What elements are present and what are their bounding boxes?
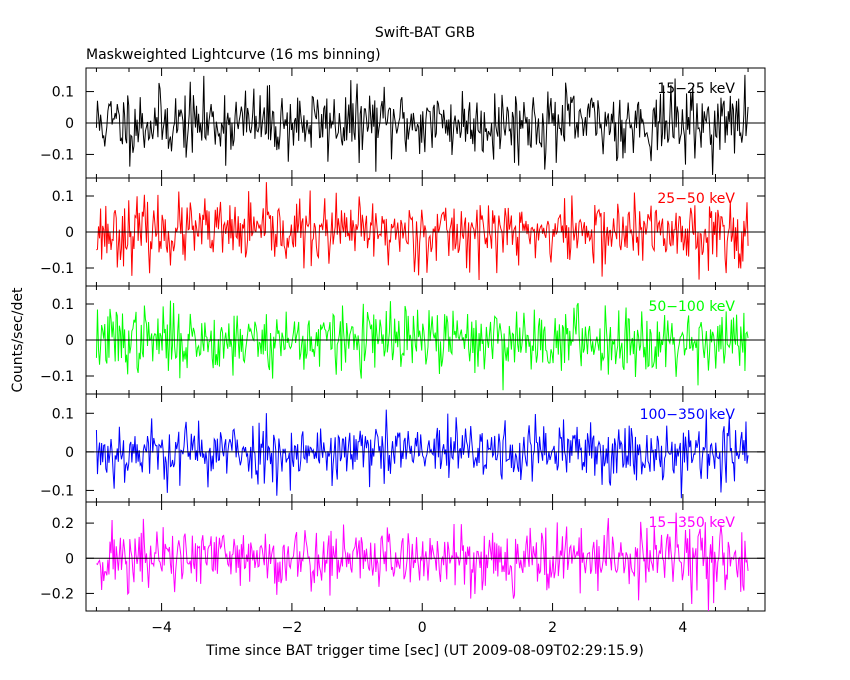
y-tick-label: 0.1 <box>52 85 74 101</box>
x-tick-label: 2 <box>548 620 557 636</box>
y-tick-label: 0 <box>65 551 74 567</box>
panel-frame <box>85 501 766 612</box>
y-tick-label: −0.1 <box>40 147 74 163</box>
series-line-25-50-kev <box>96 182 749 281</box>
y-tick-label: 0.1 <box>52 189 74 205</box>
y-tick-label: 0 <box>65 333 74 349</box>
band-label: 15−350 keV <box>648 515 735 531</box>
y-axis-label: Counts/sec/det <box>10 287 26 392</box>
band-label: 50−100 keV <box>648 299 735 315</box>
series-line-15-350-kev <box>96 512 749 612</box>
band-label: 100−350 keV <box>640 407 736 423</box>
x-tick-label: 4 <box>678 620 687 636</box>
y-tick-label: −0.1 <box>40 483 74 499</box>
y-tick-label: −0.1 <box>40 261 74 277</box>
band-label: 25−50 keV <box>657 191 735 207</box>
y-tick-label: −0.1 <box>40 369 74 385</box>
y-tick-label: 0.1 <box>52 406 74 422</box>
x-tick-label: −4 <box>151 620 172 636</box>
series-line-50-100-kev <box>95 300 749 391</box>
y-tick-label: 0 <box>65 225 74 241</box>
x-axis-label: Time since BAT trigger time [sec] (UT 20… <box>205 643 644 659</box>
y-tick-label: 0 <box>65 445 74 461</box>
x-tick-label: 0 <box>418 620 427 636</box>
series-line-15-25-kev <box>95 74 749 176</box>
y-tick-label: 0.2 <box>52 516 74 532</box>
y-tick-label: 0.1 <box>52 297 74 313</box>
chart-title: Swift-BAT GRB <box>375 25 475 41</box>
band-label: 15−25 keV <box>657 81 735 97</box>
y-tick-label: −0.2 <box>40 586 74 602</box>
y-tick-label: 0 <box>65 116 74 132</box>
x-tick-label: −2 <box>282 620 303 636</box>
chart-subtitle: Maskweighted Lightcurve (16 ms binning) <box>86 47 381 63</box>
panels-group: 15−25 keV 0.1 0 −0.1 25−50 keV 0.1 0 −0.1 50−100… <box>40 67 766 636</box>
series-line-100-350-kev <box>95 409 749 499</box>
